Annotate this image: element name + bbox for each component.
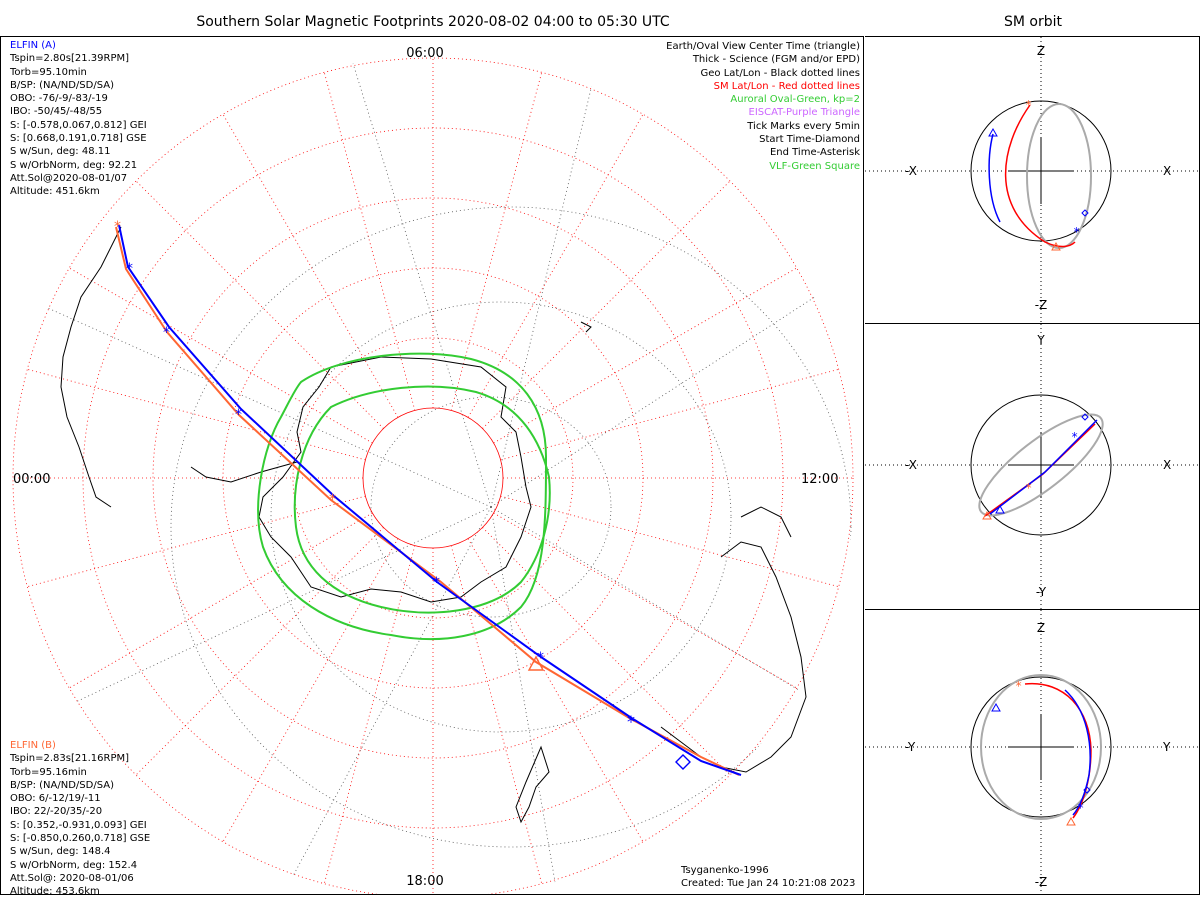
panel1-right: X bbox=[1163, 164, 1171, 178]
elfin-b-info-line: S: [0.352,-0.931,0.093] GEI bbox=[10, 819, 147, 831]
elfin-b-info-line: Altitude: 453.6km bbox=[10, 886, 100, 895]
elfin-a-track bbox=[118, 224, 742, 776]
panel3-bottom: -Z bbox=[1035, 875, 1048, 889]
elfin-a-info-line: Altitude: 451.6km bbox=[10, 186, 100, 198]
svg-text:*: * bbox=[1071, 430, 1078, 444]
panel2-bottom: -Y bbox=[1036, 585, 1047, 599]
elfin-b-info-line: S w/Sun, deg: 148.4 bbox=[10, 846, 111, 858]
elfin-a-info-line: Torb=95.10min bbox=[10, 66, 87, 78]
orbit-panel-yz: * * Z -Z -Y Y bbox=[865, 609, 1200, 896]
auroral-oval bbox=[257, 352, 551, 641]
panel3-left: -Y bbox=[905, 740, 916, 754]
footprint-map-panel: * * * * * * * * 06:00 00:00 12:00 18:00 … bbox=[0, 36, 864, 895]
svg-text:*: * bbox=[1077, 801, 1084, 815]
elfin-b-info-line: OBO: 6/-12/19/-11 bbox=[10, 793, 101, 805]
svg-text:*: * bbox=[537, 650, 544, 666]
panel3-top: Z bbox=[1037, 621, 1045, 635]
legend-entry: Thick - Science (FGM and/or EPD) bbox=[692, 54, 860, 66]
elfin-a-info-line: Tspin=2.80s[21.39RPM] bbox=[10, 53, 130, 65]
main-title: Southern Solar Magnetic Footprints 2020-… bbox=[196, 14, 670, 30]
sm-grid bbox=[11, 56, 855, 894]
svg-text:*: * bbox=[433, 575, 440, 591]
elfin-b-info-line: S: [-0.850,0.260,0.718] GSE bbox=[10, 833, 151, 845]
elfin-a-name: ELFIN (A) bbox=[10, 40, 56, 51]
panel2-top: Y bbox=[1036, 333, 1045, 347]
legend-entry: End Time-Asterisk bbox=[769, 147, 860, 159]
elfin-a-info-line: S: [0.668,0.191,0.718] GSE bbox=[10, 133, 147, 145]
legend-entry: Tick Marks every 5min bbox=[747, 120, 860, 132]
geo-grid bbox=[11, 56, 855, 894]
hour-label-left: 00:00 bbox=[13, 472, 50, 487]
orbit-title: SM orbit bbox=[1003, 14, 1062, 30]
elfin-b-info-line: S w/OrbNorm, deg: 152.4 bbox=[10, 859, 138, 871]
legend-entry: SM Lat/Lon - Red dotted lines bbox=[713, 80, 860, 92]
legend-entry: EISCAT-Purple Triangle bbox=[748, 107, 861, 119]
track-markers: * * * * * * * * bbox=[114, 219, 691, 770]
elfin-a-info-line: IBO: -50/45/-48/55 bbox=[10, 106, 103, 118]
elfin-a-info: ELFIN (A) Tspin=2.80s[21.39RPM] Torb=95.1… bbox=[10, 39, 147, 197]
hour-label-right: 12:00 bbox=[801, 472, 838, 487]
svg-text:*: * bbox=[163, 325, 170, 341]
panel2-left: -X bbox=[905, 458, 917, 472]
legend-entry: Start Time-Diamond bbox=[759, 134, 860, 146]
elfin-b-track bbox=[115, 226, 740, 776]
legend-entry: Geo Lat/Lon - Black dotted lines bbox=[700, 67, 860, 79]
elfin-a-info-line: S w/OrbNorm, deg: 92.21 bbox=[10, 159, 138, 171]
hour-label-top: 06:00 bbox=[406, 46, 443, 61]
svg-text:*: * bbox=[627, 712, 635, 731]
elfin-a-info-line: B/SP: (NA/ND/SD/SA) bbox=[10, 79, 114, 91]
hour-label-bottom: 18:00 bbox=[406, 874, 443, 889]
elfin-b-info: ELFIN (B) Tspin=2.83s[21.16RPM] Torb=95.1… bbox=[10, 739, 150, 894]
svg-text:*: * bbox=[1025, 481, 1032, 495]
legend-entry: Auroral Oval-Green, kp=2 bbox=[730, 94, 860, 106]
elfin-b-info-line: Att.Sol@: 2020-08-01/06 bbox=[10, 872, 134, 884]
orbit-panel-xz: * * Z -Z -X X bbox=[865, 36, 1200, 325]
legend-entry: Earth/Oval View Center Time (triangle) bbox=[666, 41, 860, 52]
elfin-b-info-line: B/SP: (NA/ND/SD/SA) bbox=[10, 779, 114, 791]
legend-entry: VLF-Green Square bbox=[769, 160, 860, 172]
credit-model: Tsyganenko-1996 bbox=[681, 865, 769, 876]
panel3-right: Y bbox=[1162, 740, 1171, 754]
svg-text:*: * bbox=[235, 407, 242, 423]
elfin-b-name: ELFIN (B) bbox=[10, 740, 56, 751]
panel1-bottom: -Z bbox=[1035, 298, 1048, 312]
svg-text:*: * bbox=[1025, 98, 1032, 112]
elfin-a-info-line: OBO: -76/-9/-83/-19 bbox=[10, 93, 108, 105]
svg-text:*: * bbox=[114, 219, 121, 235]
elfin-b-info-line: IBO: 22/-20/35/-20 bbox=[10, 806, 103, 818]
polar-map: * * * * * * * * 06:00 00:00 12:00 18:00 bbox=[11, 46, 855, 894]
svg-text:*: * bbox=[126, 261, 133, 277]
elfin-a-info-line: Att.Sol@2020-08-01/07 bbox=[10, 172, 128, 184]
orbit-panel-xy: * * Y -Y -X X bbox=[865, 323, 1200, 611]
elfin-a-info-line: S: [-0.578,0.067,0.812] GEI bbox=[10, 119, 147, 131]
elfin-a-info-line: S w/Sun, deg: 48.11 bbox=[10, 146, 111, 158]
svg-text:*: * bbox=[1015, 679, 1022, 693]
panel2-right: X bbox=[1163, 458, 1171, 472]
svg-text:*: * bbox=[1073, 225, 1080, 239]
legend: Earth/Oval View Center Time (triangle) Th… bbox=[666, 40, 860, 173]
elfin-b-info-line: Tspin=2.83s[21.16RPM] bbox=[10, 753, 130, 765]
svg-text:*: * bbox=[329, 492, 336, 508]
coastlines bbox=[60, 226, 807, 824]
credits: Tsyganenko-1996 Created: Tue Jan 24 10:2… bbox=[681, 864, 855, 891]
credit-created: Created: Tue Jan 24 10:21:08 2023 bbox=[681, 878, 856, 890]
elfin-b-info-line: Torb=95.16min bbox=[10, 766, 87, 778]
panel1-left: -X bbox=[905, 164, 917, 178]
panel1-top: Z bbox=[1037, 44, 1045, 58]
